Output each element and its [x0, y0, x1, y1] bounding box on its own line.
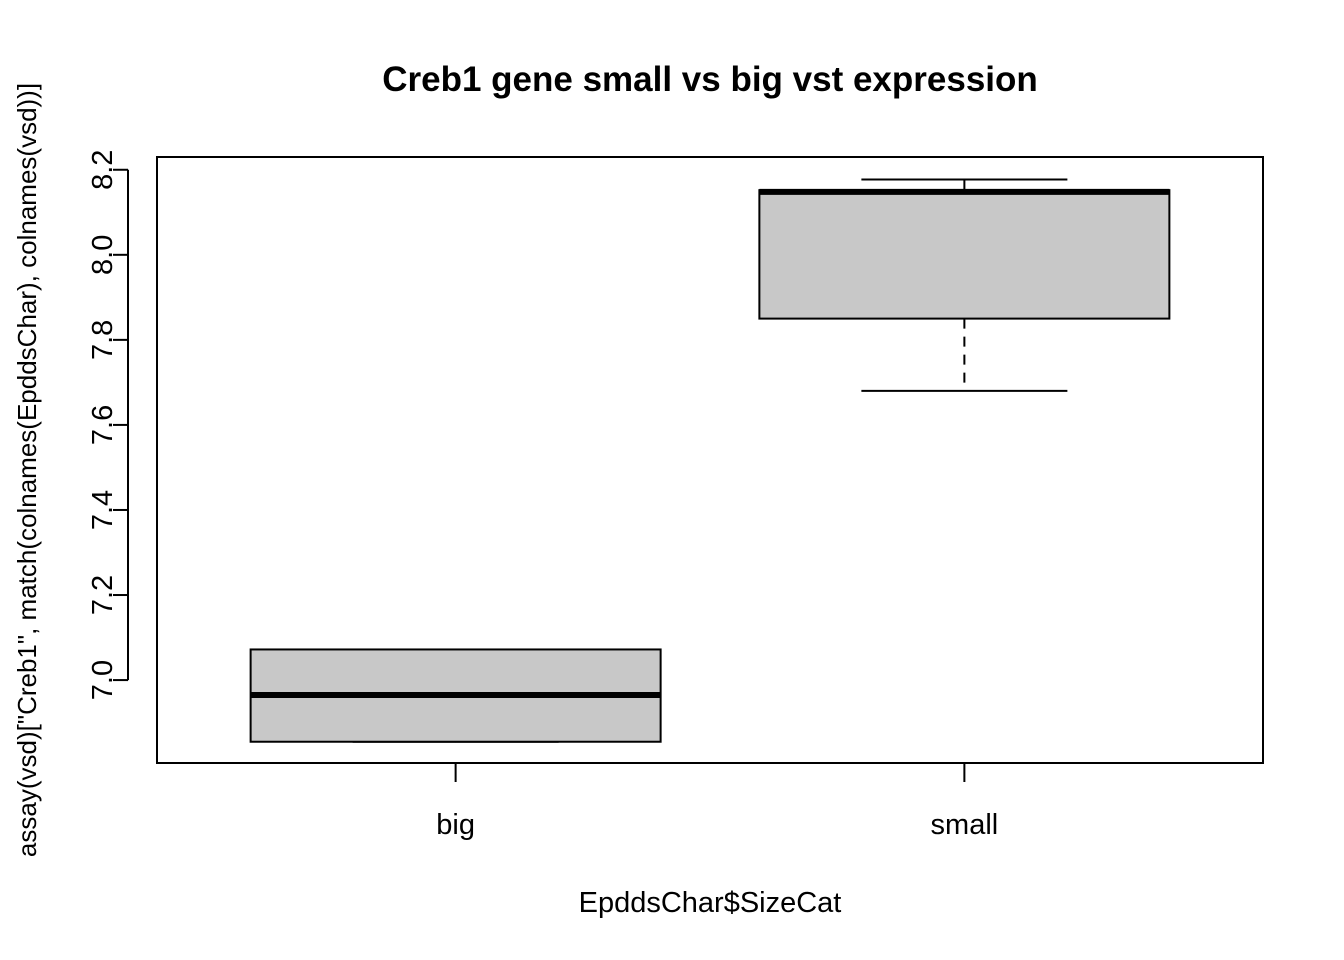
box-small — [758, 189, 1171, 320]
x-tick-label: big — [436, 809, 475, 841]
y-tick-label: 8.2 — [87, 150, 119, 190]
x-axis-label: EpddsChar$SizeCat — [579, 887, 842, 919]
y-tick-label: 7.2 — [87, 575, 119, 615]
y-axis-label: assay(vsd)["Creb1", match(colnames(Epdds… — [12, 83, 42, 857]
y-tick-label: 7.0 — [87, 660, 119, 700]
box-group — [249, 178, 1171, 743]
y-tick-label: 7.4 — [87, 490, 119, 530]
y-axis: 7.0 7.2 7.4 7.6 7.8 8.0 8.2 — [87, 150, 129, 700]
chart-title: Creb1 gene small vs big vst expression — [382, 60, 1038, 99]
x-axis: big small — [436, 763, 998, 841]
x-tick-label: small — [931, 809, 999, 841]
y-tick-label: 7.6 — [87, 405, 119, 445]
plot-frame — [156, 156, 1264, 764]
y-tick-label: 8.0 — [87, 235, 119, 275]
y-tick-label: 7.8 — [87, 320, 119, 360]
